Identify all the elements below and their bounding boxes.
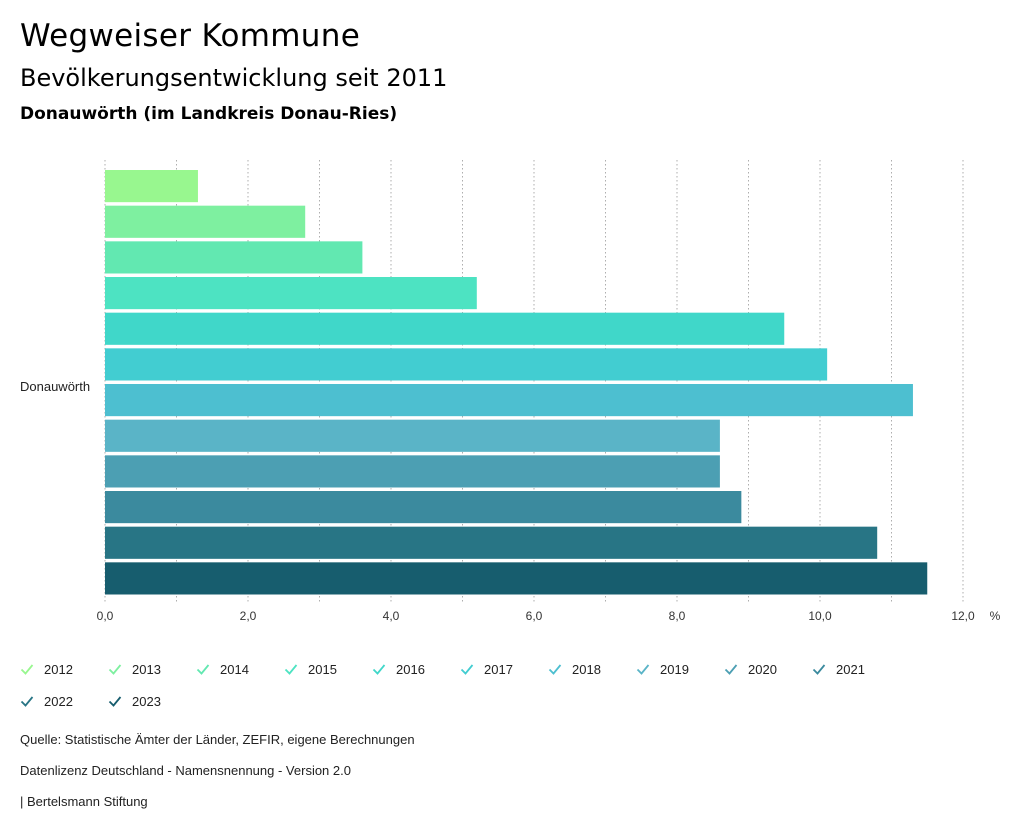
legend-item-2023[interactable]: 2023 xyxy=(108,690,161,712)
license-note: Datenlizenz Deutschland - Namensnennung … xyxy=(20,763,351,778)
check-icon xyxy=(20,696,34,707)
source-note: Quelle: Statistische Ämter der Länder, Z… xyxy=(20,732,415,747)
legend-item-2019[interactable]: 2019 xyxy=(636,658,689,680)
legend-item-2022[interactable]: 2022 xyxy=(20,690,73,712)
check-icon xyxy=(460,664,474,675)
check-icon xyxy=(20,664,34,675)
legend-item-2014[interactable]: 2014 xyxy=(196,658,249,680)
legend-item-2020[interactable]: 2020 xyxy=(724,658,777,680)
publisher-note: | Bertelsmann Stiftung xyxy=(20,794,148,809)
chart-subtitle: Bevölkerungsentwicklung seit 2011 xyxy=(20,64,448,92)
check-icon xyxy=(108,664,122,675)
check-icon xyxy=(812,664,826,675)
bar-2020 xyxy=(105,455,720,488)
check-icon xyxy=(284,664,298,675)
legend-label: 2019 xyxy=(660,661,689,677)
bar-2021 xyxy=(105,491,742,524)
bar-chart: 0,0 2,0 4,0 6,0 8,0 10,0 12,0% Donauwörth xyxy=(20,160,1001,623)
bar-2018 xyxy=(105,384,913,417)
bar-2014 xyxy=(105,241,363,274)
bar-2016 xyxy=(105,312,785,345)
x-axis: 0,0 2,0 4,0 6,0 8,0 10,0 12,0% xyxy=(97,609,1001,623)
x-tick-label: 6,0 xyxy=(526,609,543,623)
page-title: Wegweiser Kommune xyxy=(20,18,361,54)
legend-item-2021[interactable]: 2021 xyxy=(812,658,865,680)
x-tick-label: 0,0 xyxy=(97,609,114,623)
legend-item-2015[interactable]: 2015 xyxy=(284,658,337,680)
check-icon xyxy=(724,664,738,675)
legend-label: 2014 xyxy=(220,661,249,677)
category-axis: Donauwörth xyxy=(20,379,90,394)
x-tick-label: 4,0 xyxy=(383,609,400,623)
legend-label: 2013 xyxy=(132,661,161,677)
bar-2013 xyxy=(105,205,306,238)
x-tick-label: 8,0 xyxy=(669,609,686,623)
bar-2017 xyxy=(105,348,828,381)
bar-2022 xyxy=(105,526,878,559)
legend-item-2013[interactable]: 2013 xyxy=(108,658,161,680)
legend-item-2012[interactable]: 2012 xyxy=(20,658,73,680)
category-label: Donauwörth xyxy=(20,379,90,394)
check-icon xyxy=(548,664,562,675)
legend-label: 2015 xyxy=(308,661,337,677)
x-unit-label: % xyxy=(990,609,1001,623)
bar-2012 xyxy=(105,170,198,203)
check-icon xyxy=(108,696,122,707)
legend-label: 2023 xyxy=(132,693,161,709)
check-icon xyxy=(636,664,650,675)
legend-item-2018[interactable]: 2018 xyxy=(548,658,601,680)
legend-label: 2016 xyxy=(396,661,425,677)
x-tick-label: 2,0 xyxy=(240,609,257,623)
legend-item-2017[interactable]: 2017 xyxy=(460,658,513,680)
legend-label: 2012 xyxy=(44,661,73,677)
x-tick-label: 12,0 xyxy=(951,609,975,623)
check-icon xyxy=(372,664,386,675)
bar-2019 xyxy=(105,419,720,452)
legend-label: 2021 xyxy=(836,661,865,677)
check-icon xyxy=(196,664,210,675)
bar-series xyxy=(105,170,928,595)
legend-label: 2022 xyxy=(44,693,73,709)
legend-label: 2020 xyxy=(748,661,777,677)
region-label: Donauwörth (im Landkreis Donau-Ries) xyxy=(20,104,398,124)
legend-label: 2017 xyxy=(484,661,513,677)
bar-2015 xyxy=(105,277,477,310)
bar-2023 xyxy=(105,562,928,595)
legend-item-2016[interactable]: 2016 xyxy=(372,658,425,680)
legend-label: 2018 xyxy=(572,661,601,677)
x-tick-label: 10,0 xyxy=(808,609,832,623)
